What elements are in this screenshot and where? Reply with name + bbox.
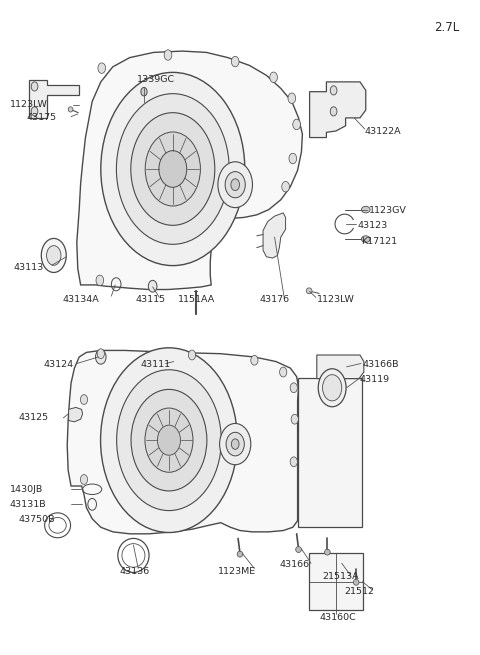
Text: 1430JB: 1430JB bbox=[10, 485, 43, 494]
Ellipse shape bbox=[225, 172, 245, 198]
Ellipse shape bbox=[31, 82, 38, 91]
Ellipse shape bbox=[31, 107, 38, 116]
Ellipse shape bbox=[96, 350, 106, 364]
Polygon shape bbox=[69, 407, 83, 422]
Ellipse shape bbox=[318, 369, 346, 407]
Ellipse shape bbox=[324, 549, 330, 555]
Ellipse shape bbox=[237, 552, 243, 557]
Text: 43124: 43124 bbox=[43, 360, 73, 369]
Text: 43125: 43125 bbox=[18, 413, 48, 422]
Ellipse shape bbox=[68, 107, 73, 112]
Polygon shape bbox=[317, 355, 364, 379]
Ellipse shape bbox=[296, 546, 301, 553]
Ellipse shape bbox=[188, 350, 196, 360]
Text: 1151AA: 1151AA bbox=[178, 295, 215, 304]
Ellipse shape bbox=[270, 72, 277, 83]
Text: 43176: 43176 bbox=[259, 295, 289, 304]
Ellipse shape bbox=[131, 113, 215, 225]
Ellipse shape bbox=[290, 457, 298, 466]
Ellipse shape bbox=[101, 73, 245, 266]
Ellipse shape bbox=[148, 280, 157, 292]
Text: K17121: K17121 bbox=[361, 236, 397, 246]
Text: 21512: 21512 bbox=[345, 587, 374, 596]
Bar bbox=[298, 378, 362, 527]
Ellipse shape bbox=[159, 151, 187, 187]
Ellipse shape bbox=[219, 424, 251, 465]
Ellipse shape bbox=[226, 432, 244, 456]
Ellipse shape bbox=[117, 369, 221, 511]
Ellipse shape bbox=[131, 389, 207, 491]
Text: 43119: 43119 bbox=[359, 375, 389, 384]
Ellipse shape bbox=[98, 63, 106, 73]
Ellipse shape bbox=[290, 383, 298, 393]
Ellipse shape bbox=[96, 275, 104, 286]
Polygon shape bbox=[263, 213, 286, 258]
Bar bbox=[309, 553, 363, 610]
Ellipse shape bbox=[288, 93, 296, 103]
Text: 21513A: 21513A bbox=[323, 572, 359, 581]
Text: 43136: 43136 bbox=[119, 567, 149, 576]
Ellipse shape bbox=[231, 56, 239, 67]
Ellipse shape bbox=[41, 238, 66, 272]
Ellipse shape bbox=[361, 206, 370, 213]
Ellipse shape bbox=[157, 425, 180, 455]
Polygon shape bbox=[77, 51, 302, 290]
Ellipse shape bbox=[231, 439, 239, 449]
Ellipse shape bbox=[145, 132, 200, 206]
Ellipse shape bbox=[323, 375, 342, 401]
Text: 43166: 43166 bbox=[279, 560, 310, 569]
Text: 43115: 43115 bbox=[135, 295, 166, 304]
Polygon shape bbox=[67, 350, 299, 534]
Polygon shape bbox=[29, 80, 79, 118]
Text: 43166B: 43166B bbox=[362, 360, 399, 369]
Ellipse shape bbox=[291, 415, 298, 424]
Ellipse shape bbox=[289, 153, 297, 164]
Ellipse shape bbox=[81, 474, 88, 484]
Ellipse shape bbox=[361, 236, 370, 242]
Ellipse shape bbox=[81, 394, 88, 404]
Text: 43750B: 43750B bbox=[18, 515, 55, 524]
Ellipse shape bbox=[116, 94, 229, 244]
Ellipse shape bbox=[97, 348, 104, 359]
Ellipse shape bbox=[141, 87, 147, 96]
Text: 43122A: 43122A bbox=[365, 126, 401, 136]
Ellipse shape bbox=[164, 50, 172, 60]
Text: 43160C: 43160C bbox=[319, 613, 356, 622]
Ellipse shape bbox=[279, 367, 287, 377]
Text: 1339GC: 1339GC bbox=[137, 75, 175, 84]
Ellipse shape bbox=[47, 246, 61, 265]
Ellipse shape bbox=[231, 179, 240, 191]
Ellipse shape bbox=[145, 408, 193, 472]
Ellipse shape bbox=[100, 348, 237, 533]
Polygon shape bbox=[310, 82, 366, 138]
Ellipse shape bbox=[306, 288, 312, 293]
Text: 43175: 43175 bbox=[26, 113, 57, 122]
Text: 43123: 43123 bbox=[358, 221, 388, 231]
Text: 1123LW: 1123LW bbox=[317, 295, 355, 304]
Ellipse shape bbox=[218, 162, 252, 208]
Text: 43134A: 43134A bbox=[62, 295, 99, 304]
Ellipse shape bbox=[293, 119, 300, 130]
Text: 43111: 43111 bbox=[140, 360, 170, 369]
Ellipse shape bbox=[353, 579, 359, 586]
Ellipse shape bbox=[282, 181, 289, 192]
Text: 43113: 43113 bbox=[13, 263, 44, 272]
Text: 1123ME: 1123ME bbox=[218, 567, 256, 576]
Text: 1123GV: 1123GV bbox=[369, 206, 407, 215]
Text: 2.7L: 2.7L bbox=[434, 21, 460, 34]
Text: 1123LW: 1123LW bbox=[10, 100, 48, 109]
Ellipse shape bbox=[330, 86, 337, 95]
Text: 43131B: 43131B bbox=[10, 500, 46, 509]
Ellipse shape bbox=[251, 355, 258, 365]
Ellipse shape bbox=[330, 107, 337, 116]
